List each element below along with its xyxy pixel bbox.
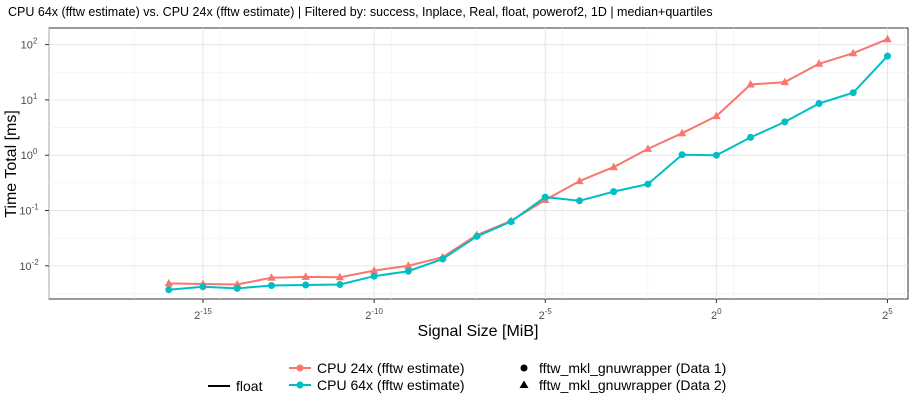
x-axis-title: Signal Size [MiB] — [418, 323, 539, 340]
data-point-circle — [781, 118, 789, 126]
data-point-circle — [302, 281, 310, 289]
y-axis-title: Time Total [ms] — [3, 110, 20, 218]
chart-title: CPU 64x (fftw estimate) vs. CPU 24x (fft… — [8, 5, 713, 19]
data-point-triangle — [712, 111, 721, 120]
y-tick-label: 10-2 — [19, 258, 39, 273]
data-point-circle — [541, 193, 549, 201]
data-point-circle — [473, 232, 481, 240]
legend-float-label: float — [236, 378, 263, 394]
x-tick-label: 2-5 — [539, 307, 553, 322]
legend-item-data2: fftw_mkl_gnuwrapper (Data 2) — [519, 377, 726, 393]
data-point-circle — [370, 272, 378, 280]
data-point-triangle — [609, 162, 618, 171]
y-tick-label: 102 — [21, 37, 38, 52]
data-point-circle — [712, 151, 720, 159]
series-lines — [168, 38, 889, 291]
data-point-triangle — [814, 59, 824, 67]
data-point-circle — [199, 283, 207, 291]
data-point-triangle — [301, 272, 310, 280]
legend-cpu64-label: CPU 64x (fftw estimate) — [317, 377, 465, 393]
data-point-triangle — [746, 80, 755, 88]
plot-panel — [48, 27, 909, 300]
data-point-triangle — [164, 278, 173, 287]
legend-item-cpu24: CPU 24x (fftw estimate) — [289, 360, 465, 376]
data-point-circle — [439, 255, 447, 263]
x-tick-label: 2-15 — [194, 307, 212, 322]
data-point-circle — [678, 151, 686, 159]
data-point-circle — [849, 89, 857, 97]
data-point-circle — [233, 284, 241, 292]
data-point-circle — [507, 218, 515, 226]
data-point-triangle — [575, 176, 584, 185]
x-tick-label: 25 — [882, 307, 893, 322]
data-point-triangle — [643, 144, 653, 152]
data-point-circle — [576, 197, 583, 205]
legend-item-data1: fftw_mkl_gnuwrapper (Data 1) — [520, 360, 726, 376]
data-point-triangle — [369, 266, 379, 274]
data-point-circle — [644, 180, 652, 188]
y-tick-label: 101 — [21, 92, 38, 107]
x-tick-label: 20 — [711, 307, 722, 322]
legend-item-cpu64: CPU 64x (fftw estimate) — [289, 377, 465, 393]
legend-cpu24-label: CPU 24x (fftw estimate) — [317, 360, 465, 376]
data-point-circle — [815, 100, 823, 107]
y-tick-label: 10-1 — [19, 203, 39, 218]
data-point-triangle — [267, 273, 276, 281]
data-point-triangle — [677, 128, 687, 137]
data-point-circle — [165, 286, 173, 294]
data-point-circle — [610, 188, 618, 196]
data-point-triangle — [335, 272, 345, 281]
legend-cpu24-dot — [296, 364, 304, 372]
legend-triangle-icon — [519, 380, 529, 388]
legend-circle-icon — [520, 364, 528, 372]
data-point-triangle — [883, 34, 892, 43]
y-axis-ticks: 10-2 10-1 100 101 102 — [19, 37, 49, 273]
legend-data2-label: fftw_mkl_gnuwrapper (Data 2) — [539, 377, 726, 393]
series-line-cpu64 — [168, 55, 889, 291]
y-tick-label: 100 — [21, 147, 38, 162]
data-point-triangle — [404, 261, 413, 269]
data-point-triangle — [849, 48, 858, 57]
data-point-triangle — [780, 77, 789, 86]
data-point-circle — [884, 52, 891, 60]
x-tick-label: 2-10 — [365, 307, 383, 322]
data-point-circle — [336, 281, 344, 288]
x-axis-ticks: 2-15 2-10 2-5 20 25 — [194, 299, 893, 322]
legend: float CPU 24x (fftw estimate) CPU 64x (f… — [208, 360, 726, 394]
data-point-circle — [404, 267, 412, 275]
series-markers — [164, 34, 892, 294]
legend-cpu64-dot — [296, 381, 304, 389]
data-point-circle — [747, 133, 755, 141]
legend-data1-label: fftw_mkl_gnuwrapper (Data 1) — [539, 360, 726, 376]
data-point-circle — [268, 282, 275, 289]
